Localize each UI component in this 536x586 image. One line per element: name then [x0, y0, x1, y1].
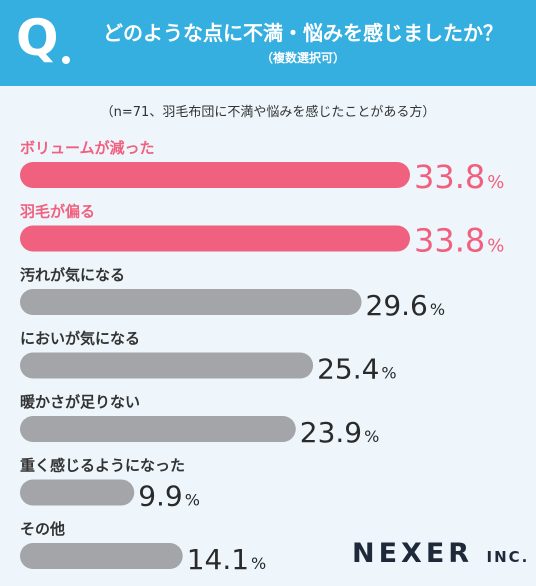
bar [20, 352, 314, 379]
value-label: 23.9% [300, 416, 380, 449]
question-header: Q どのような点に不満・悩みを感じましたか？ （複数選択可） [0, 0, 536, 86]
bar [20, 162, 410, 188]
bar [20, 479, 135, 506]
value-label: 33.8% [414, 222, 504, 260]
category-label: 羽毛が偏る [20, 203, 95, 221]
value-label: 33.8% [414, 158, 504, 196]
value-label: 14.1% [187, 543, 267, 576]
question-subtext: （複数選択可） [260, 51, 345, 65]
question-mark: Q [16, 9, 59, 67]
category-label: その他 [20, 520, 65, 538]
question-text: どのような点に不満・悩みを感じましたか？ [103, 21, 503, 45]
brand-logo: NEXER INC. [352, 538, 529, 573]
bar [20, 225, 410, 252]
bar [20, 416, 296, 442]
brand-suffix: INC. [486, 548, 530, 566]
category-label: 重く感じるようになった [20, 457, 185, 475]
category-label: ボリュームが減った [20, 139, 155, 157]
sample-note: （n=71、羽毛布団に不満や悩みを感じたことがある方） [100, 105, 436, 120]
category-label: においが気になる [20, 330, 140, 348]
bar [20, 543, 183, 569]
category-label: 汚れが気になる [20, 266, 125, 284]
value-label: 9.9% [138, 480, 200, 513]
question-mark-dot [62, 56, 70, 64]
value-label: 29.6% [366, 289, 446, 322]
category-label: 暖かさが足りない [20, 393, 140, 411]
bar [20, 289, 362, 315]
brand-name: NEXER [352, 538, 474, 569]
value-label: 25.4% [317, 353, 397, 386]
